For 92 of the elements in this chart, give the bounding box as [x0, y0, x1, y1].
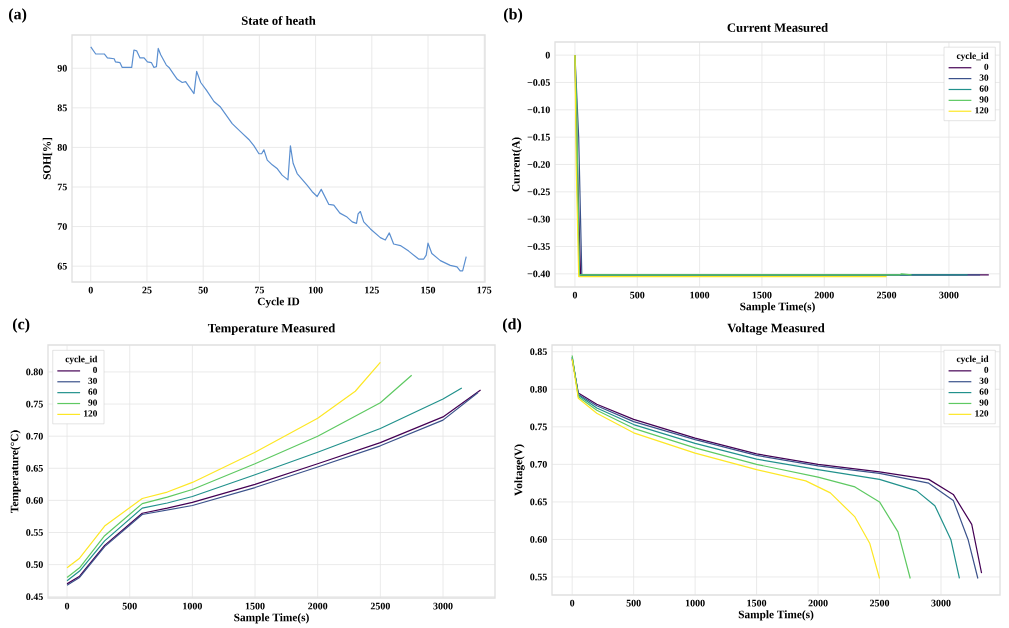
y-axis-title: SOH[%]	[42, 137, 53, 180]
y-tick-label: 0.75	[530, 423, 547, 431]
y-tick-label: 85	[57, 104, 67, 112]
x-tick-label: 500	[630, 291, 645, 299]
y-axis-title: Voltage(V)	[514, 444, 525, 496]
legend-label: 120	[84, 410, 97, 417]
y-tick-label: 0.55	[530, 573, 547, 581]
x-tick-label: 125	[365, 286, 379, 294]
x-tick-label: 1500	[747, 599, 767, 607]
legend-label: 0	[93, 366, 97, 374]
x-tick-label: 175	[477, 286, 492, 294]
text: (d)	[502, 318, 522, 333]
x-tick-label: 3000	[433, 602, 453, 610]
x-axis-title: Sample Time(s)	[740, 302, 815, 313]
y-tick-label: −0.05	[527, 79, 550, 86]
legend-label: 0	[984, 63, 989, 70]
x-tick-label: 75	[254, 286, 265, 294]
y-tick-label: 90	[57, 64, 67, 72]
legend-label: 90	[979, 96, 989, 103]
y-tick-label: 80	[57, 144, 67, 151]
x-tick-label: 1000	[690, 291, 710, 299]
y-tick-label: 0.60	[530, 536, 547, 543]
legend-label: 0	[984, 366, 989, 374]
x-tick-label: 0	[88, 286, 93, 294]
x-tick-label: 100	[308, 286, 323, 294]
y-tick-label: 0.50	[26, 561, 43, 569]
chart-title: Voltage Measured	[727, 323, 825, 335]
y-tick-label: −0.25	[527, 188, 550, 196]
x-tick-label: 1000	[685, 599, 705, 607]
legend-label: 30	[979, 74, 989, 81]
y-tick-label: −0.35	[527, 243, 550, 250]
y-tick-label: −0.15	[527, 133, 550, 141]
x-tick-label: 25	[142, 286, 152, 294]
legend-title: cycle_id	[956, 52, 989, 61]
y-tick-label: 70	[57, 223, 67, 230]
x-tick-label: 2500	[869, 599, 890, 607]
y-axis-title: Temperature(°C)	[10, 430, 21, 513]
x-tick-label: 150	[421, 286, 436, 294]
y-tick-label: −0.10	[527, 106, 550, 114]
x-axis-title: Sample Time(s)	[234, 613, 309, 624]
y-tick-label: −0.30	[527, 215, 550, 223]
y-tick-label: −0.40	[527, 270, 550, 278]
y-tick-label: 0.70	[26, 432, 43, 440]
y-tick-label: 0.75	[26, 400, 43, 408]
chart-title: State of heath	[241, 15, 316, 25]
x-tick-label: 2000	[308, 602, 328, 610]
y-tick-label: 0	[545, 51, 550, 59]
y-tick-label: 0.80	[26, 368, 43, 376]
y-tick-label: 65	[57, 262, 67, 270]
legend-label: 90	[88, 399, 97, 406]
x-tick-label: 500	[122, 602, 137, 610]
text: (b)	[503, 8, 523, 23]
text: (c)	[12, 318, 30, 333]
y-tick-label: 0.45	[26, 593, 43, 601]
y-tick-label: 0.70	[530, 460, 547, 468]
text: (a)	[8, 8, 27, 23]
x-tick-label: 2500	[877, 291, 897, 299]
x-tick-label: 3000	[939, 291, 959, 299]
x-tick-label: 1500	[245, 602, 265, 610]
legend-label: 60	[979, 85, 989, 92]
chart-title: Current Measured	[727, 23, 828, 32]
y-tick-label: 0.65	[530, 498, 547, 506]
x-tick-label: 500	[626, 599, 641, 607]
chart-title: Temperature Measured	[207, 323, 336, 335]
legend-label: 120	[975, 410, 989, 417]
legend-label: 90	[979, 399, 989, 406]
x-tick-label: 2000	[814, 291, 834, 299]
legend-label: 60	[88, 388, 97, 395]
x-tick-label: 3000	[931, 599, 951, 607]
x-tick-label: 1000	[183, 602, 202, 610]
x-tick-label: 0	[572, 291, 578, 299]
legend-label: 30	[88, 377, 97, 384]
x-tick-label: 50	[198, 286, 208, 294]
y-tick-label: 0.85	[530, 348, 547, 356]
legend-label: 60	[979, 388, 989, 395]
x-axis-title: Sample Time(s)	[738, 610, 814, 621]
y-tick-label: 0.55	[26, 529, 43, 536]
legend-label: 30	[979, 377, 989, 384]
y-tick-label: 75	[57, 183, 67, 191]
y-tick-label: 0.65	[26, 464, 43, 472]
x-tick-label: 2500	[370, 602, 390, 610]
legend-title: cycle_id	[956, 355, 989, 365]
x-tick-label: 0	[570, 599, 575, 607]
legend-label: 120	[975, 107, 989, 114]
x-axis-title: Cycle ID	[257, 297, 300, 308]
y-axis-title: Current(A)	[511, 137, 522, 192]
y-tick-label: 0.60	[26, 497, 43, 504]
x-tick-label: 2000	[808, 599, 828, 607]
y-tick-label: 0.80	[530, 385, 547, 393]
y-tick-label: −0.20	[527, 161, 550, 168]
x-tick-label: 1500	[752, 291, 772, 299]
legend-title: cycle_id	[65, 355, 98, 365]
